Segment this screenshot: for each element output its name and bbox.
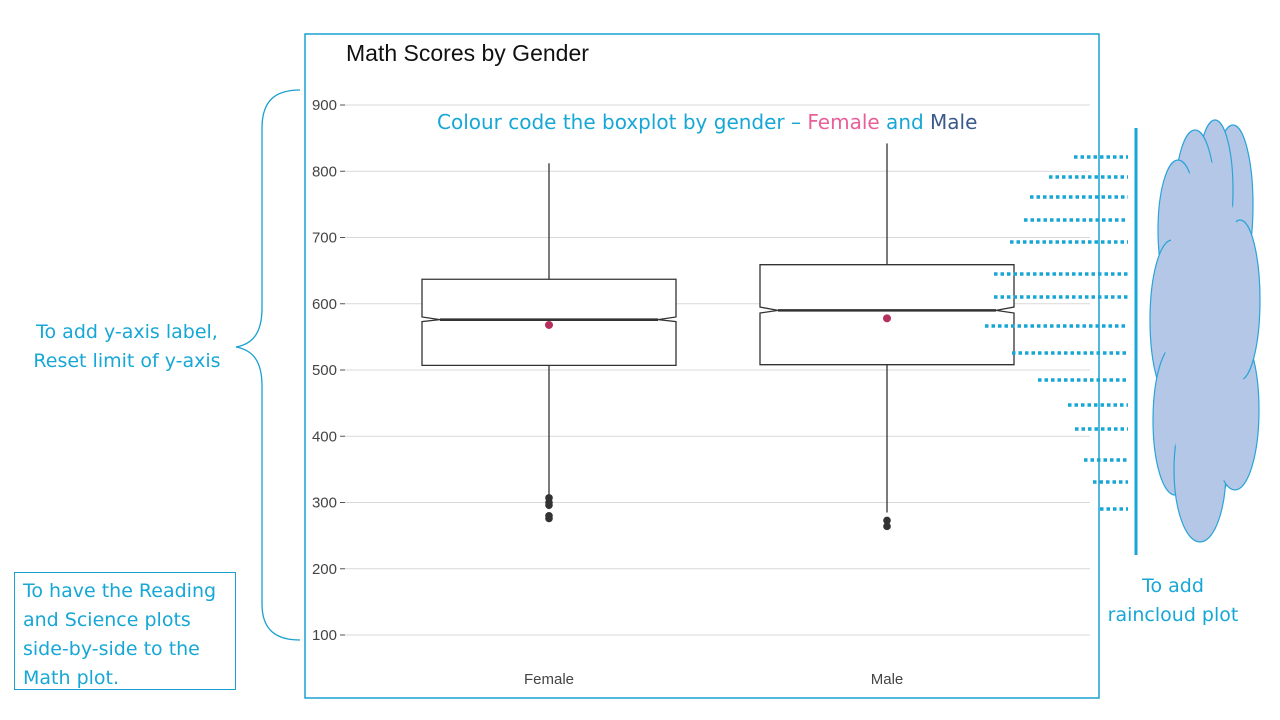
left-brace bbox=[235, 89, 301, 641]
yaxis-note-line: Reset limit of y-axis bbox=[33, 350, 221, 372]
y-tick-label: 600 bbox=[312, 296, 337, 313]
side-note-line: and Science plots bbox=[23, 609, 191, 631]
y-tick-label: 800 bbox=[312, 163, 337, 180]
side-note-line: To have the Reading bbox=[23, 580, 217, 602]
colour-note-male: Male bbox=[930, 110, 978, 134]
rain-note-line: raincloud plot bbox=[1107, 604, 1239, 626]
side-note-line: side-by-side to the bbox=[23, 638, 200, 660]
colour-note-joiner: and bbox=[879, 110, 931, 134]
outlier-point bbox=[545, 514, 553, 523]
y-tick-label: 500 bbox=[312, 362, 337, 379]
yaxis-annotation: To add y-axis label, Reset limit of y-ax… bbox=[22, 318, 232, 376]
y-tick-label: 300 bbox=[312, 495, 337, 512]
boxplots bbox=[421, 143, 1015, 531]
y-tick-label: 700 bbox=[312, 230, 337, 247]
mean-point bbox=[545, 320, 553, 329]
outlier-point bbox=[883, 522, 891, 531]
y-tick-label: 400 bbox=[312, 428, 337, 445]
side-note-line: Math plot. bbox=[23, 667, 120, 689]
y-axis-ticks: 100 200 300 400 500 600 700 800 900 bbox=[312, 97, 345, 644]
outlier-point bbox=[545, 501, 553, 509]
yaxis-note-line: To add y-axis label, bbox=[36, 321, 218, 343]
y-tick-label: 100 bbox=[312, 627, 337, 644]
raincloud-dots bbox=[985, 155, 1128, 511]
boxplot-male bbox=[759, 143, 1015, 531]
side-by-side-annotation: To have the Reading and Science plots si… bbox=[14, 572, 236, 690]
x-tick-label: Male bbox=[871, 671, 904, 688]
raincloud-annotation: To add raincloud plot bbox=[1098, 572, 1248, 630]
mean-point bbox=[883, 314, 891, 323]
outlier-point bbox=[883, 516, 891, 525]
chart-title: Math Scores by Gender bbox=[346, 40, 589, 66]
x-axis-labels: Female Male bbox=[524, 671, 903, 688]
colour-note-prefix: Colour code the boxplot by gender – bbox=[437, 110, 808, 134]
colour-code-annotation: Colour code the boxplot by gender – Fema… bbox=[437, 110, 977, 134]
rain-note-line: To add bbox=[1142, 575, 1204, 597]
y-tick-label: 900 bbox=[312, 97, 337, 114]
boxplot-female bbox=[421, 163, 677, 523]
cloud-shape bbox=[1149, 119, 1261, 543]
colour-note-female: Female bbox=[807, 110, 880, 134]
y-tick-label: 200 bbox=[312, 561, 337, 578]
x-tick-label: Female bbox=[524, 671, 574, 688]
